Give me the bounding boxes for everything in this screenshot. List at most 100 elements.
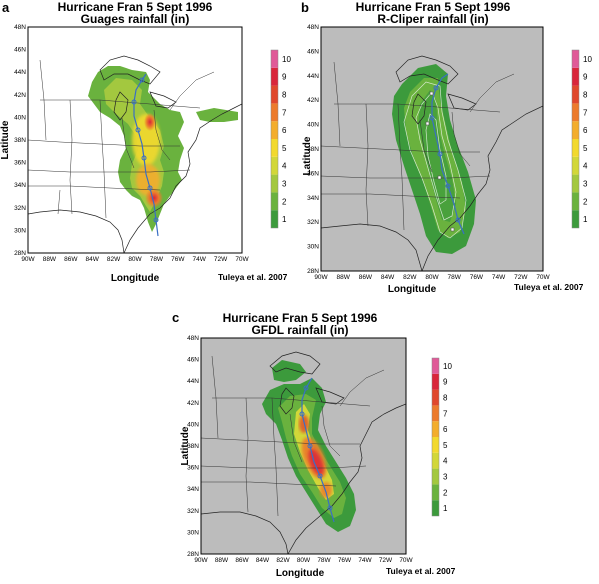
lat-tick-label: 30N (187, 529, 199, 536)
station-markers (425, 91, 455, 232)
lat-tick-label: 42N (14, 92, 26, 99)
lon-tick-label: 74W (358, 557, 372, 564)
lon-tick-label: 70W (235, 256, 249, 263)
colorbar-segment (271, 121, 278, 139)
lon-tick-label: 78W (317, 557, 331, 564)
lon-tick-label: 80W (128, 256, 142, 263)
lon-tick-label: 88W (337, 274, 351, 281)
lat-tick-label: 40N (14, 114, 26, 121)
y-axis-label: Latitude (0, 120, 11, 159)
lon-tick-label: 78W (150, 256, 164, 263)
colorbar-label: 6 (282, 126, 287, 135)
panel-title-line2: GFDL rainfall (in) (251, 323, 348, 337)
colorbar-label: 2 (583, 197, 588, 206)
colorbar-label: 7 (583, 108, 588, 117)
colorbar-label: 2 (282, 197, 287, 206)
colorbar-segment (572, 156, 579, 175)
colorbar-segment (572, 192, 579, 211)
colorbar-label: 5 (282, 144, 287, 153)
lon-tick-label: 86W (64, 256, 78, 263)
lat-tick-label: 40N (187, 421, 199, 428)
panel-title-line1: Hurricane Fran 5 Sept 1996 (223, 311, 378, 325)
colorbar-segment (271, 85, 278, 104)
track-markers (429, 85, 461, 223)
lon-tick-label: 74W (193, 256, 207, 263)
rain-max-south (145, 188, 163, 208)
panel-label: c (172, 310, 179, 325)
colorbar-label: 5 (443, 441, 448, 450)
lat-tick-label: 28N (14, 250, 26, 257)
lon-tick-label: 74W (492, 274, 506, 281)
colorbar-segment (271, 192, 278, 211)
lat-tick-label: 38N (14, 137, 26, 144)
panel-gauges: a Hurricane Fran 5 Sept 1996 Guages rain… (0, 0, 291, 284)
colorbar-segment (432, 373, 439, 390)
colorbar-frame (431, 357, 440, 517)
lat-tick-label: 48N (14, 24, 26, 31)
colorbar-segment (572, 210, 579, 228)
colorbar-segment (572, 85, 579, 104)
colorbar-segment (572, 67, 579, 86)
lat-tick-label: 30N (14, 227, 26, 234)
map-frame (200, 337, 407, 555)
colorbar-segment (432, 437, 439, 453)
colorbar-segment (572, 50, 579, 68)
lat-tick-label: 28N (187, 551, 199, 558)
lon-tick-label: 86W (359, 274, 373, 281)
rain-area-green-north (272, 360, 306, 382)
colorbar-segment (271, 67, 278, 86)
lon-tick-label: 76W (470, 274, 484, 281)
x-axis-label: Longitude (111, 273, 160, 284)
lon-tick-label: 82W (403, 274, 417, 281)
lon-tick-label: 80W (297, 557, 311, 564)
lat-tick-label: 46N (14, 47, 26, 54)
lon-tick-label: 84W (381, 274, 395, 281)
lon-tick-labels: 90W 88W 86W 84W 82W 80W 78W 76W 74W 72W 70W (21, 256, 249, 263)
colorbar-segment (572, 139, 579, 157)
lat-tick-label: 46N (307, 48, 319, 55)
panel-gfdl: c Hurricane Fran 5 Sept 1996 GFDL rainfa… (172, 310, 456, 579)
map-boundaries (321, 55, 543, 271)
colorbar-segment (432, 500, 439, 516)
lon-tick-label: 76W (171, 256, 185, 263)
colorbar-segment (432, 389, 439, 406)
lat-tick-label: 32N (187, 508, 199, 515)
panel-label: b (301, 0, 309, 15)
colorbar-segment (271, 103, 278, 122)
lon-tick-label: 84W (86, 256, 100, 263)
colorbar-label: 1 (282, 215, 287, 224)
credit-text: Tuleya et al. 2007 (386, 566, 456, 576)
colorbar-label: 7 (282, 108, 287, 117)
colorbar-label: 4 (443, 457, 448, 466)
panel-title-line2: Guages rainfall (in) (81, 12, 190, 26)
colorbar-segment (572, 103, 579, 122)
colorbar-segment (432, 405, 439, 422)
colorbar-label: 4 (583, 162, 588, 171)
colorbar-segment (572, 174, 579, 193)
colorbar-segment (432, 358, 439, 374)
lon-tick-label: 78W (448, 274, 462, 281)
colorbar-segment (432, 484, 439, 501)
colorbar-label: 4 (282, 162, 287, 171)
lat-tick-label: 32N (307, 219, 319, 226)
colorbar-segment (432, 452, 439, 469)
colorbar-label: 3 (443, 473, 448, 482)
lon-tick-label: 76W (338, 557, 352, 564)
colorbar-label: 9 (443, 378, 448, 387)
lat-tick-label: 48N (187, 335, 199, 342)
credit-text: Tuleya et al. 2007 (218, 272, 288, 282)
colorbar-label: 1 (443, 504, 448, 513)
rain-max-north (144, 113, 156, 131)
lat-tick-label: 44N (14, 69, 26, 76)
y-axis-label: Latitude (302, 136, 313, 175)
colorbar-segment (271, 50, 278, 68)
colorbar: 1 2 3 4 5 6 7 8 9 10 (270, 49, 291, 229)
lon-tick-label: 84W (256, 557, 270, 564)
lat-tick-label: 30N (307, 244, 319, 251)
lon-tick-label: 90W (21, 256, 35, 263)
lon-tick-label: 80W (425, 274, 439, 281)
colorbar-label: 10 (583, 55, 592, 64)
colorbar-label: 7 (443, 409, 448, 418)
colorbar-label: 9 (583, 73, 588, 82)
lat-tick-label: 36N (187, 465, 199, 472)
